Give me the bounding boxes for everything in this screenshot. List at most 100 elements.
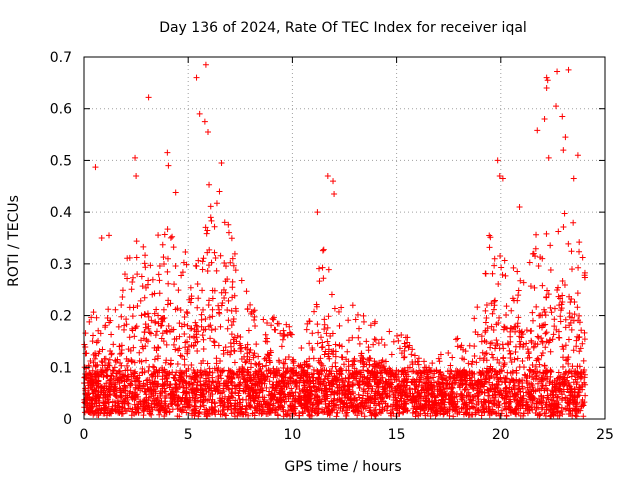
data-point — [527, 386, 534, 393]
x-axis-label: GPS time / hours — [284, 459, 401, 475]
data-point — [227, 393, 234, 400]
data-point — [483, 376, 490, 383]
data-point — [165, 322, 172, 329]
data-point — [366, 361, 373, 368]
data-point — [203, 406, 210, 413]
data-point — [539, 322, 546, 329]
data-point — [352, 375, 359, 382]
data-point — [314, 340, 321, 347]
data-point — [532, 375, 539, 382]
data-point — [179, 379, 186, 386]
data-point — [562, 405, 569, 412]
data-point — [450, 413, 457, 420]
data-point — [167, 300, 174, 307]
data-point — [493, 321, 500, 328]
data-point — [172, 262, 179, 269]
data-point — [156, 263, 163, 270]
data-point — [543, 74, 550, 81]
data-point — [145, 397, 152, 404]
data-point — [100, 373, 107, 380]
data-point — [167, 328, 174, 335]
data-point — [155, 353, 162, 360]
data-point — [162, 368, 169, 375]
data-point — [531, 284, 538, 291]
data-point — [264, 338, 271, 345]
data-point — [207, 322, 214, 329]
data-point — [274, 320, 281, 327]
y-tick-label: 0.5 — [50, 153, 72, 169]
data-point — [475, 398, 482, 405]
data-point — [247, 347, 254, 354]
data-point — [87, 396, 94, 403]
data-point — [382, 367, 389, 374]
data-point — [356, 340, 363, 347]
data-point — [440, 411, 447, 418]
data-point — [501, 257, 508, 264]
data-point — [356, 325, 363, 332]
data-point — [260, 316, 267, 323]
data-point — [520, 410, 527, 417]
data-point — [565, 360, 572, 367]
data-point — [223, 412, 230, 419]
data-point — [446, 412, 453, 419]
data-point — [224, 349, 231, 356]
data-point — [230, 262, 237, 269]
data-point — [172, 346, 179, 353]
data-point — [118, 408, 125, 415]
data-point — [500, 363, 507, 370]
data-point — [565, 240, 572, 247]
data-point — [557, 318, 564, 325]
data-point — [534, 341, 541, 348]
data-point — [167, 361, 174, 368]
data-point — [159, 373, 166, 380]
data-point — [89, 367, 96, 374]
data-point — [111, 364, 118, 371]
data-point — [314, 405, 321, 412]
data-point — [570, 347, 577, 354]
data-point — [170, 374, 177, 381]
y-tick-label: 0.1 — [50, 360, 72, 376]
data-point — [191, 326, 198, 333]
data-point — [488, 339, 495, 346]
data-point — [527, 367, 534, 374]
data-point — [574, 304, 581, 311]
data-point — [115, 400, 122, 407]
data-point — [351, 394, 358, 401]
data-point — [512, 392, 519, 399]
data-point — [553, 380, 560, 387]
data-point — [469, 358, 476, 365]
data-point — [220, 286, 227, 293]
data-point — [535, 380, 542, 387]
data-point — [539, 282, 546, 289]
data-point — [266, 388, 273, 395]
data-point — [270, 404, 277, 411]
data-point — [229, 390, 236, 397]
data-point — [245, 390, 252, 397]
data-point — [549, 336, 556, 343]
data-point — [196, 110, 203, 117]
data-point — [505, 396, 512, 403]
data-point — [107, 381, 114, 388]
data-point — [488, 300, 495, 307]
data-point — [235, 381, 242, 388]
data-point — [408, 351, 415, 358]
data-point — [560, 224, 567, 231]
data-point — [567, 299, 574, 306]
data-point — [486, 379, 493, 386]
data-point — [198, 386, 205, 393]
data-point — [449, 354, 456, 361]
data-point — [209, 378, 216, 385]
data-point — [362, 405, 369, 412]
data-point — [421, 358, 428, 365]
data-point — [181, 331, 188, 338]
data-point — [401, 347, 408, 354]
data-point — [270, 400, 277, 407]
data-point — [529, 317, 536, 324]
data-point — [360, 378, 367, 385]
data-point — [286, 323, 293, 330]
data-point — [202, 377, 209, 384]
data-point — [145, 277, 152, 284]
data-point — [512, 349, 519, 356]
data-point — [274, 412, 281, 419]
data-point — [448, 368, 455, 375]
